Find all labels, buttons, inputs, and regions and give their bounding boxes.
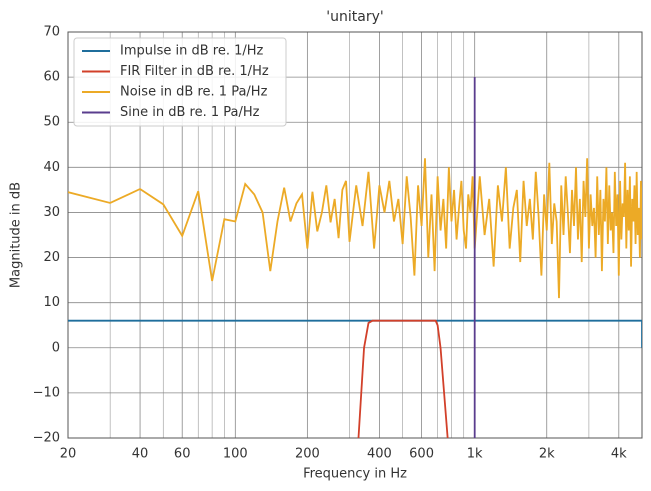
x-tick-label: 100: [223, 447, 248, 462]
line-series: [68, 158, 642, 299]
y-tick-label: 40: [43, 160, 60, 175]
chart-title: 'unitary': [326, 9, 383, 25]
line-series: [68, 319, 642, 348]
y-tick-label: 60: [43, 70, 60, 85]
x-tick-label: 40: [132, 447, 149, 462]
legend-label: Sine in dB re. 1 Pa/Hz: [120, 105, 260, 120]
y-tick-label: 50: [43, 115, 60, 130]
x-tick-label: 2k: [539, 447, 555, 462]
y-tick-label: 20: [43, 250, 60, 265]
x-tick-label: 1k: [467, 447, 483, 462]
legend-label: FIR Filter in dB re. 1/Hz: [120, 64, 269, 79]
y-tick-label: −10: [33, 385, 60, 400]
y-tick-label: 30: [43, 205, 60, 220]
x-tick-label: 400: [367, 447, 392, 462]
legend-box: [73, 37, 287, 127]
x-tick-label: 20: [60, 447, 77, 462]
y-tick-label: 0: [52, 340, 60, 355]
x-tick-label: 60: [174, 447, 191, 462]
x-tick-label: 600: [409, 447, 434, 462]
x-tick-label: 200: [295, 447, 320, 462]
legend-label: Impulse in dB re. 1/Hz: [120, 44, 264, 59]
y-tick-label: 10: [43, 295, 60, 310]
line-series: [357, 319, 449, 438]
y-tick-label: 70: [43, 25, 60, 40]
y-axis-label: Magnitude in dB: [9, 182, 24, 288]
legend-label: Noise in dB re. 1 Pa/Hz: [120, 85, 268, 100]
y-tick-label: −20: [33, 431, 60, 446]
x-axis-label: Frequency in Hz: [303, 467, 407, 482]
x-tick-label: 4k: [611, 447, 627, 462]
